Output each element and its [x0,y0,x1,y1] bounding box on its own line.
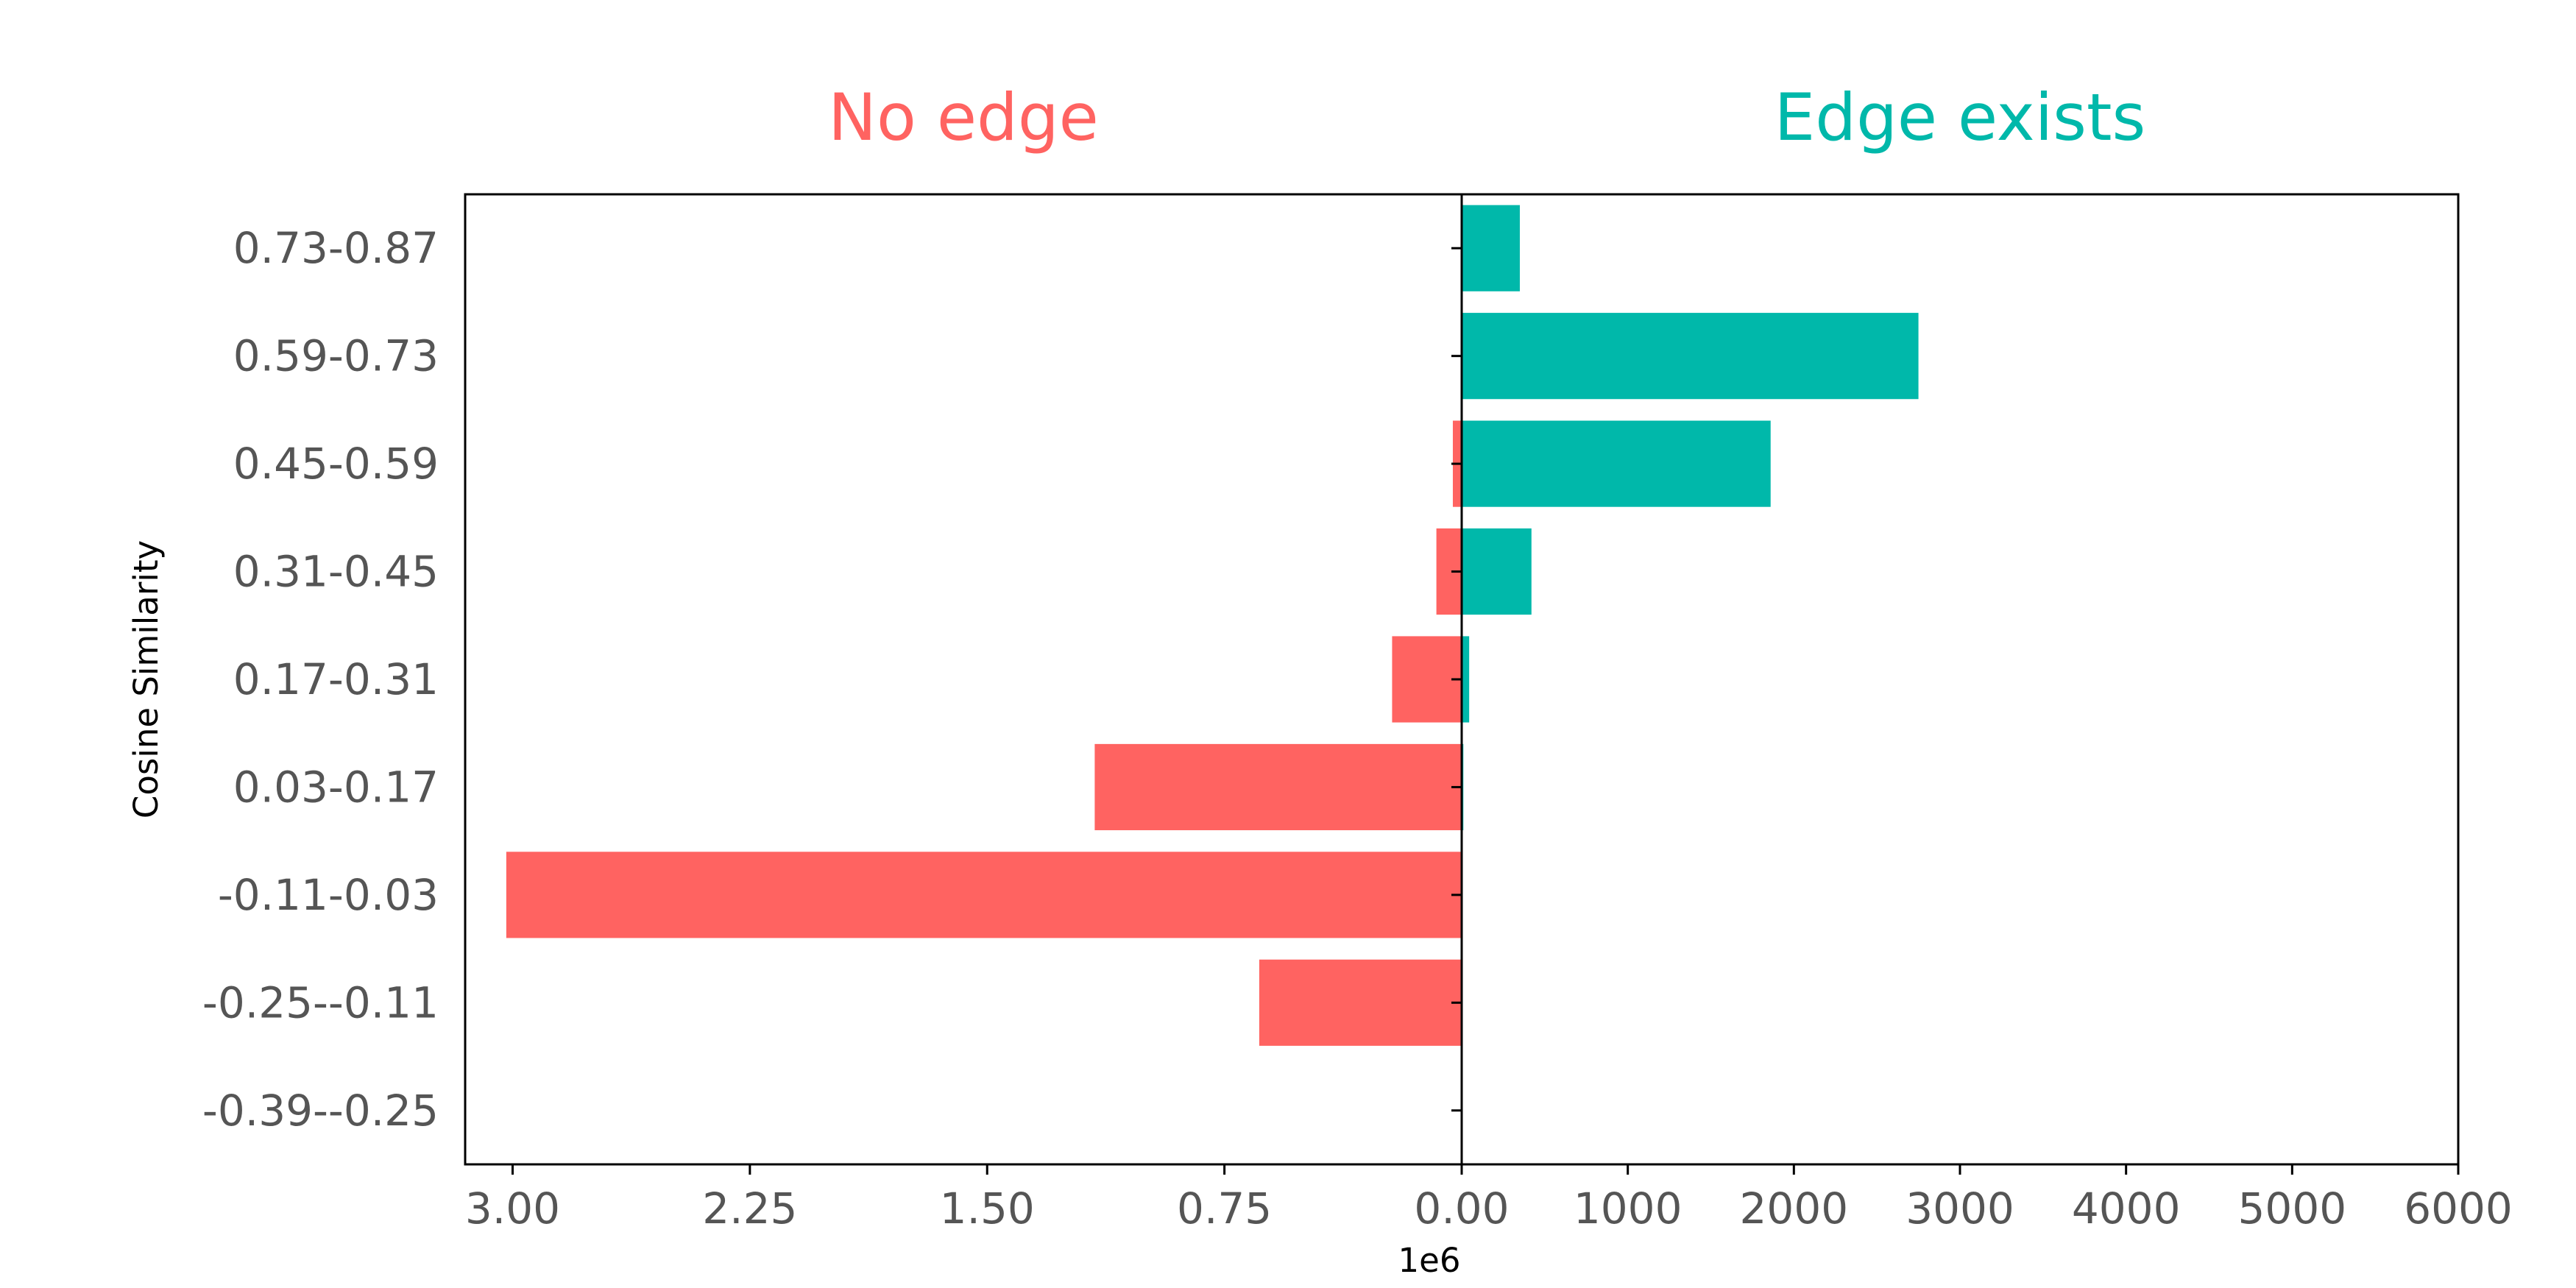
bar-edge-exists-2 [1462,420,1771,507]
no-edge-bars [506,420,1462,1046]
bar-no-edge-6 [506,852,1462,938]
bar-edge-exists-3 [1462,528,1532,615]
y-axis-label: Cosine Similarity [127,540,166,818]
bar-no-edge-7 [1259,959,1462,1046]
x-tick-label-left: 0.75 [1177,1183,1272,1234]
y-tick-label: 0.17-0.31 [233,654,439,704]
x-tick-label-right: 6000 [2404,1183,2513,1234]
y-tick-label: -0.39--0.25 [202,1086,439,1136]
y-tick-label: -0.25--0.11 [202,977,439,1027]
x-tick-label-right: 4000 [2072,1183,2181,1234]
x-tick-label-left: 1.50 [940,1183,1035,1234]
x-tick-label-right: 5000 [2238,1183,2347,1234]
bar-no-edge-4 [1392,636,1462,723]
x-offset-label: 1e6 [1398,1241,1461,1280]
y-tick-label: 0.03-0.17 [233,762,439,812]
x-axis-ticks: 0.75 1.50 2.25 3.00 0.00 1000 2000 3000 4000 5000… [465,1164,2513,1234]
no-edge-title: No edge [828,79,1099,155]
x-tick-label-right: 3000 [1906,1183,2014,1234]
bar-no-edge-5 [1094,743,1462,831]
edge-exists-bars [1462,205,1919,831]
bar-edge-exists-4 [1462,636,1470,723]
y-tick-label: -0.11-0.03 [218,870,439,920]
y-tick-label: 0.59-0.73 [233,331,439,381]
y-tick-label: 0.45-0.59 [233,439,439,489]
edge-exists-title: Edge exists [1774,79,2146,155]
bar-edge-exists-0 [1462,205,1520,291]
bar-edge-exists-1 [1462,313,1919,400]
x-tick-label-left: 3.00 [465,1183,560,1234]
x-tick-label-right: 2000 [1740,1183,1849,1234]
y-tick-label: 0.31-0.45 [233,547,439,597]
x-tick-label-left: 2.25 [702,1183,797,1234]
y-axis-ticks: 0.73-0.87 0.59-0.73 0.45-0.59 0.31-0.45 0.17… [202,223,1462,1136]
x-tick-label-right: 0.00 [1414,1183,1509,1234]
x-tick-label-right: 1000 [1574,1183,1682,1234]
y-tick-label: 0.73-0.87 [233,223,439,273]
